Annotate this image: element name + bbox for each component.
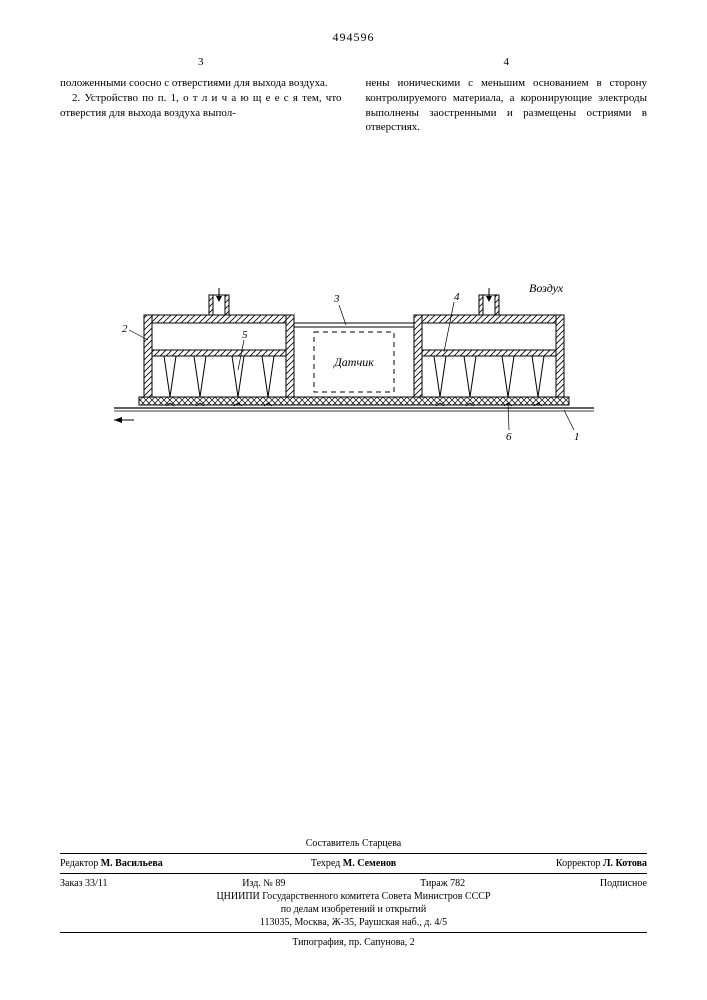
right-col-number: 4	[366, 55, 648, 70]
left-column: 3 положенными соосно с отверстиями для в…	[60, 55, 342, 135]
footer-block: Составитель Старцева Редактор М. Василье…	[60, 836, 647, 950]
svg-text:2: 2	[122, 323, 128, 335]
right-column: 4 нены ионическими с меньшим основанием …	[366, 55, 648, 135]
left-col-number: 3	[60, 55, 342, 70]
credits-row: Редактор М. Васильева Техред М. Семенов …	[60, 858, 647, 869]
left-para-2: 2. Устройство по п. 1, о т л и ч а ю щ е…	[60, 91, 342, 121]
sensor-label: Датчик	[333, 355, 374, 369]
svg-text:3: 3	[333, 293, 340, 305]
right-para: нены ионическими с меньшим основанием в …	[366, 77, 648, 134]
svg-text:6: 6	[506, 431, 512, 443]
patent-number: 494596	[60, 30, 647, 45]
text-columns: 3 положенными соосно с отверстиями для в…	[60, 55, 647, 135]
page: 494596 3 положенными соосно с отверстиям…	[0, 0, 707, 1000]
svg-text:5: 5	[242, 329, 248, 341]
svg-text:4: 4	[454, 291, 460, 303]
electrodes-left	[164, 356, 274, 397]
org-line-2: по делам изобретений и открытий	[60, 904, 647, 915]
svg-text:1: 1	[574, 431, 580, 443]
left-chamber	[144, 295, 294, 397]
figure-svg: Датчик	[104, 280, 604, 445]
order-row: Заказ 33/11 Изд. № 89 Тираж 782 Подписно…	[60, 878, 647, 889]
right-chamber	[414, 295, 564, 397]
compiler-line: Составитель Старцева	[60, 838, 647, 849]
address-line: 113035, Москва, Ж-35, Раушская наб., д. …	[60, 917, 647, 928]
figure-container: Датчик	[0, 280, 707, 445]
left-para-1: положенными соосно с отверстиями для вых…	[60, 77, 328, 89]
air-label: Воздух	[529, 281, 564, 295]
org-line-1: ЦНИИПИ Государственного комитета Совета …	[60, 891, 647, 902]
printer-line: Типография, пр. Сапунова, 2	[60, 937, 647, 948]
electrodes-right	[434, 356, 544, 397]
